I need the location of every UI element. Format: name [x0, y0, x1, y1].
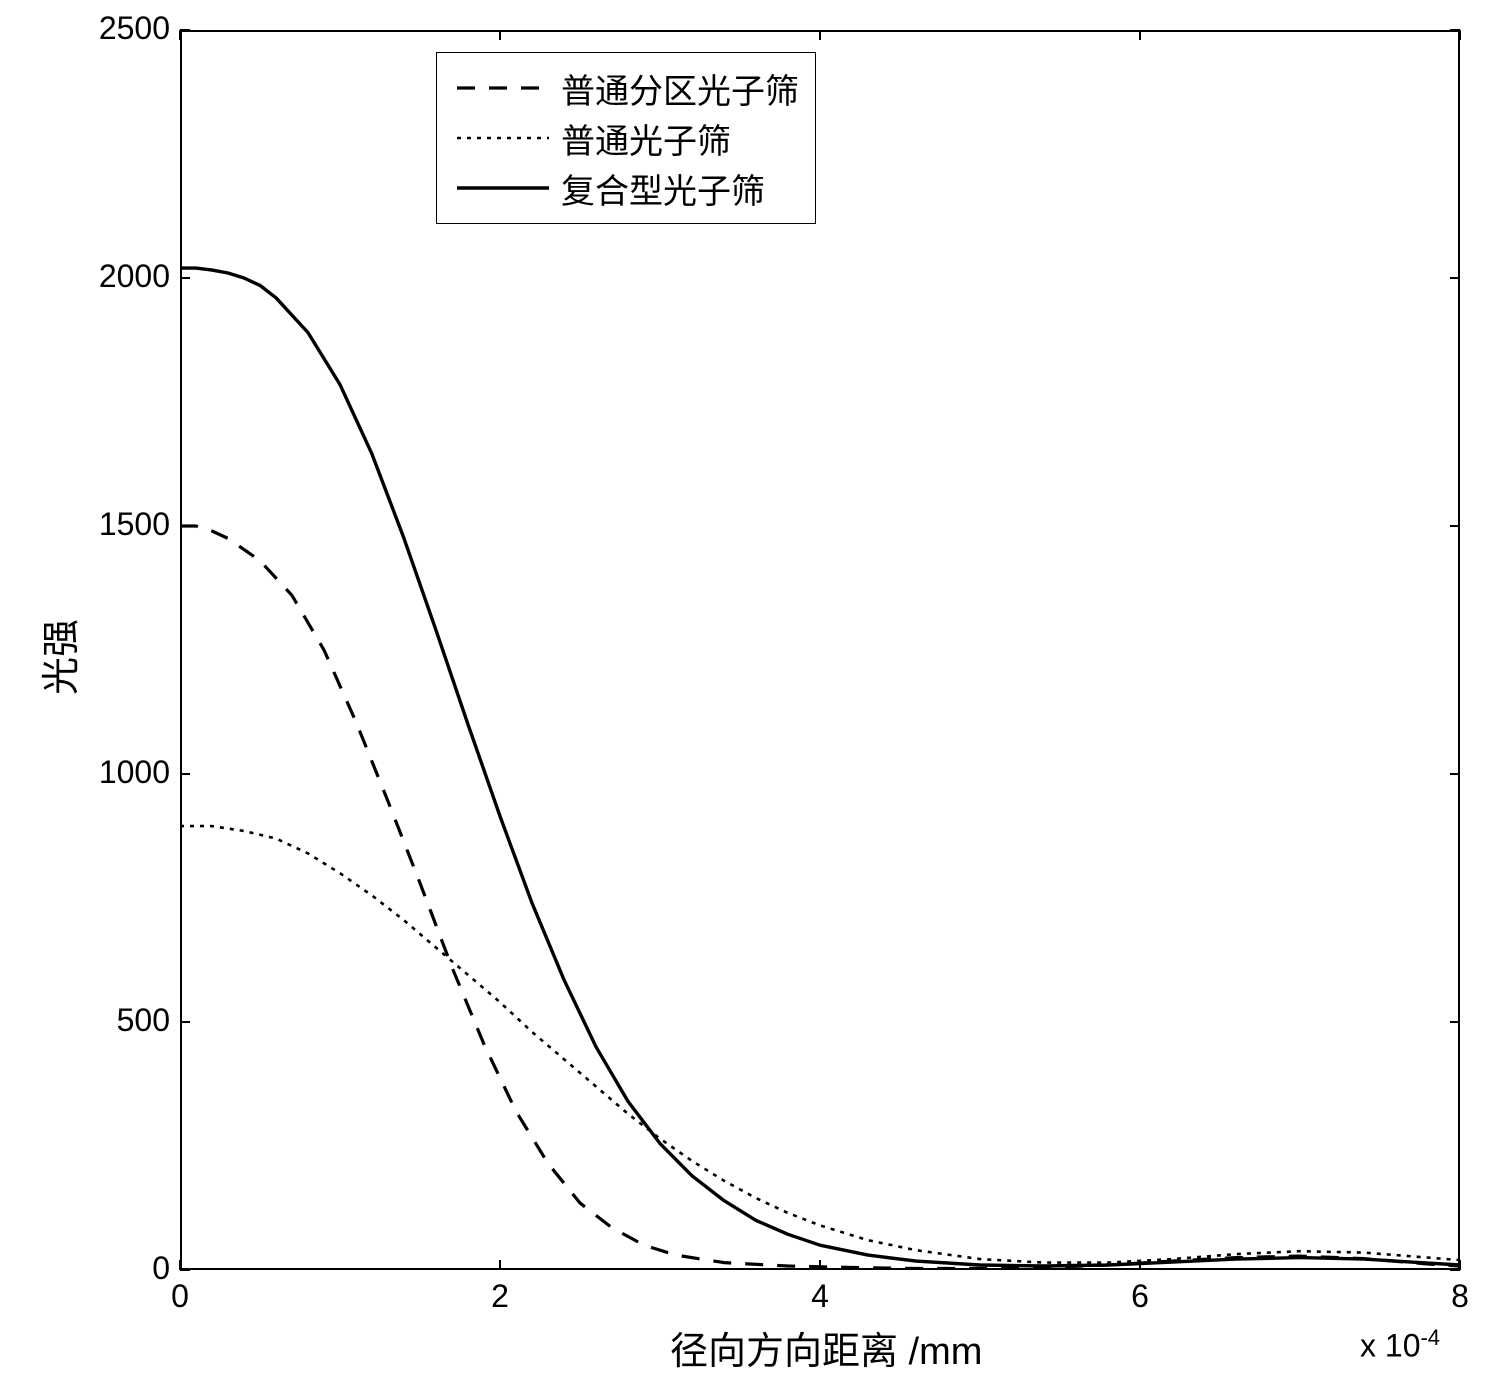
- y-tick-label: 2000: [60, 258, 170, 295]
- legend-swatch: [453, 118, 553, 158]
- x-tick-label: 6: [1100, 1278, 1180, 1315]
- legend-label: 复合型光子筛: [561, 164, 765, 213]
- y-tick-label: 1500: [60, 506, 170, 543]
- y-tick-label: 1000: [60, 754, 170, 791]
- legend-swatch: [453, 168, 553, 208]
- x-tick-label: 0: [140, 1278, 220, 1315]
- x-axis-label: 径向方向距离 /mm: [670, 1320, 982, 1375]
- plot-svg: [180, 30, 1460, 1270]
- legend-item: 普通光子筛: [453, 113, 799, 163]
- legend: 普通分区光子筛普通光子筛复合型光子筛: [436, 52, 816, 224]
- y-tick-label: 500: [60, 1002, 170, 1039]
- y-axis-label: 光强: [30, 619, 85, 695]
- x-axis-exponent: x 10-4: [1360, 1325, 1440, 1365]
- x-tick-label: 8: [1420, 1278, 1500, 1315]
- y-tick-label: 2500: [60, 10, 170, 47]
- series-zoned: [180, 526, 1460, 1269]
- legend-item: 复合型光子筛: [453, 163, 799, 213]
- x-tick-label: 2: [460, 1278, 540, 1315]
- series-plain: [180, 826, 1460, 1263]
- legend-item: 普通分区光子筛: [453, 63, 799, 113]
- x-tick-label: 4: [780, 1278, 860, 1315]
- legend-label: 普通光子筛: [561, 114, 731, 163]
- legend-label: 普通分区光子筛: [561, 64, 799, 113]
- legend-swatch: [453, 68, 553, 108]
- series-compound: [180, 268, 1460, 1266]
- chart-container: 0500100015002000250002468光强径向方向距离 /mmx 1…: [0, 0, 1502, 1396]
